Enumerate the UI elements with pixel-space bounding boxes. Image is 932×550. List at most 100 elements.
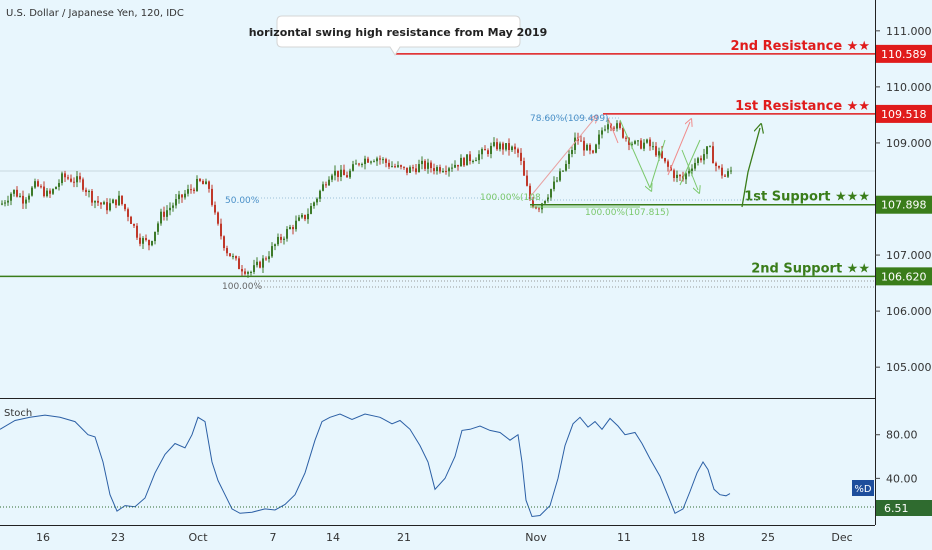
candle-body	[124, 204, 126, 210]
price-axis: 111.000 110.000 109.000 107.000 106.000 105.0…	[875, 25, 932, 374]
candle-body	[559, 171, 561, 181]
annotation-callout[interactable]: horizontal swing high resistance from Ma…	[249, 15, 548, 56]
candle-body	[331, 175, 333, 180]
candle-body	[151, 241, 153, 246]
candle-body	[10, 193, 12, 201]
candle-body	[388, 162, 390, 167]
price-tick-label: 106.000	[886, 305, 932, 318]
candle-body	[280, 236, 282, 240]
candle-body	[367, 158, 369, 163]
candle-body	[595, 144, 597, 153]
candle-body	[340, 169, 342, 177]
time-tick-label: 25	[761, 531, 775, 544]
candle-body	[343, 169, 345, 176]
candle-body	[526, 175, 528, 186]
candle-body	[547, 197, 549, 201]
candle-body	[262, 258, 264, 268]
candle-body	[166, 210, 168, 217]
candle-body	[568, 154, 570, 164]
fib-drawings	[255, 118, 875, 288]
candle-body	[634, 141, 636, 144]
candle-body	[121, 195, 123, 205]
candle-body	[169, 207, 171, 211]
price-tick-label: 110.000	[886, 81, 932, 94]
candle-body	[514, 146, 516, 150]
candle-body	[286, 229, 288, 239]
candle-body	[631, 143, 633, 145]
time-tick-label: 23	[111, 531, 125, 544]
fib-labels: 78.60%(109.499) 50.00% 100.00% 100.00%(1…	[222, 114, 669, 292]
price-tick-label: 105.000	[886, 361, 932, 374]
candle-body	[541, 203, 543, 210]
svg-text:6.51: 6.51	[884, 502, 909, 515]
candle-body	[385, 159, 387, 163]
candle-body	[523, 160, 525, 176]
candle-body	[145, 238, 147, 240]
price-panel	[0, 0, 875, 398]
candle-body	[232, 256, 234, 258]
candle-body	[499, 143, 501, 150]
candle-body	[337, 170, 339, 177]
candle-body	[601, 130, 603, 135]
horizontal-levels: 2nd Resistance ★★ 110.589 1st Resistance ★…	[0, 39, 932, 286]
candle-body	[241, 269, 243, 272]
candle-body	[265, 258, 267, 260]
candle-body	[430, 162, 432, 169]
fib-100-low-label: 100.00%(107.815)	[585, 208, 669, 218]
level-label-0: 2nd Resistance ★★	[731, 39, 871, 54]
candle-body	[604, 129, 606, 131]
candle-body	[484, 149, 486, 151]
candle-body	[31, 187, 33, 196]
candle-body	[46, 190, 48, 197]
candle-body	[457, 164, 459, 167]
candle-body	[619, 123, 621, 128]
candle-body	[580, 140, 582, 142]
candle-body	[19, 195, 21, 197]
candle-body	[307, 213, 309, 220]
candle-body	[208, 181, 210, 189]
candle-body	[730, 170, 732, 172]
candle-body	[322, 184, 324, 191]
level-tag-3: 106.620	[881, 270, 927, 283]
fib-786-label: 78.60%(109.499)	[530, 114, 609, 124]
candle-body	[211, 188, 213, 205]
candle-body	[592, 150, 594, 153]
candle-body	[676, 174, 678, 178]
candle-body	[397, 165, 399, 167]
time-tick-label: 11	[617, 531, 631, 544]
candle-body	[316, 198, 318, 203]
candle-body	[667, 161, 669, 167]
candle-body	[361, 164, 363, 166]
candle-body	[454, 164, 456, 168]
candle-body	[277, 236, 279, 245]
candle-body	[481, 149, 483, 155]
candle-body	[106, 202, 108, 211]
candle-body	[655, 146, 657, 156]
candle-body	[451, 167, 453, 169]
stoch-value-tag: 6.51	[876, 500, 932, 516]
candle-body	[154, 231, 156, 242]
candle-body	[694, 162, 696, 169]
candle-body	[94, 200, 96, 203]
candle-body	[7, 200, 9, 203]
candle-body	[184, 193, 186, 198]
candle-body	[349, 170, 351, 178]
candle-body	[688, 170, 690, 174]
candle-body	[475, 160, 477, 162]
candle-body	[616, 123, 618, 129]
candle-body	[112, 199, 114, 204]
candle-body	[76, 176, 78, 183]
candle-body	[379, 158, 381, 160]
candle-body	[193, 189, 195, 192]
candle-body	[214, 204, 216, 213]
candle-body	[664, 157, 666, 162]
fib-100-label: 100.00%	[222, 282, 262, 292]
candle-body	[598, 134, 600, 145]
candle-body	[85, 189, 87, 193]
candle-body	[364, 158, 366, 165]
candlestick-series	[1, 119, 732, 278]
candle-body	[346, 175, 348, 178]
candle-body	[496, 142, 498, 150]
candle-body	[172, 205, 174, 208]
candle-body	[67, 177, 69, 179]
